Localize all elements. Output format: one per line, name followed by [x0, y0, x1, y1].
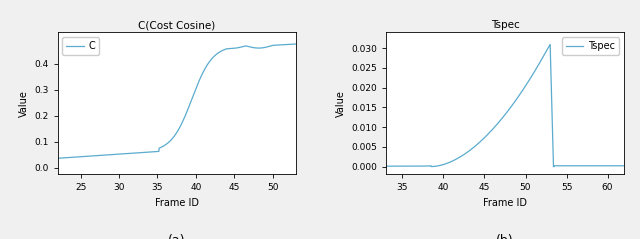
Tspec — [382, 165, 390, 168]
C — [234, 46, 242, 49]
Tspec — [545, 44, 553, 47]
C — [54, 157, 61, 160]
Legend: Tspec: Tspec — [562, 37, 619, 55]
C — [192, 87, 200, 90]
C — [292, 43, 300, 45]
Title: Tspec: Tspec — [491, 20, 520, 30]
Line: Tspec: Tspec — [386, 44, 624, 167]
Line: C: C — [58, 44, 296, 158]
X-axis label: Frame ID: Frame ID — [155, 198, 198, 208]
Tspec — [479, 138, 486, 141]
C — [68, 156, 76, 159]
C — [205, 61, 213, 64]
Tspec — [406, 165, 414, 168]
Tspec — [573, 164, 580, 167]
Tspec — [620, 164, 628, 167]
Text: (a): (a) — [168, 234, 186, 239]
C — [259, 46, 266, 49]
Tspec — [568, 164, 576, 167]
C — [198, 73, 206, 76]
Tspec — [487, 130, 495, 133]
Title: C(Cost Cosine): C(Cost Cosine) — [138, 20, 215, 30]
Tspec — [547, 43, 554, 46]
Text: (b): (b) — [496, 234, 514, 239]
Y-axis label: Value: Value — [335, 90, 346, 117]
Legend: C: C — [63, 37, 99, 55]
X-axis label: Frame ID: Frame ID — [483, 198, 527, 208]
Tspec — [550, 165, 557, 168]
Y-axis label: Value: Value — [19, 90, 29, 117]
